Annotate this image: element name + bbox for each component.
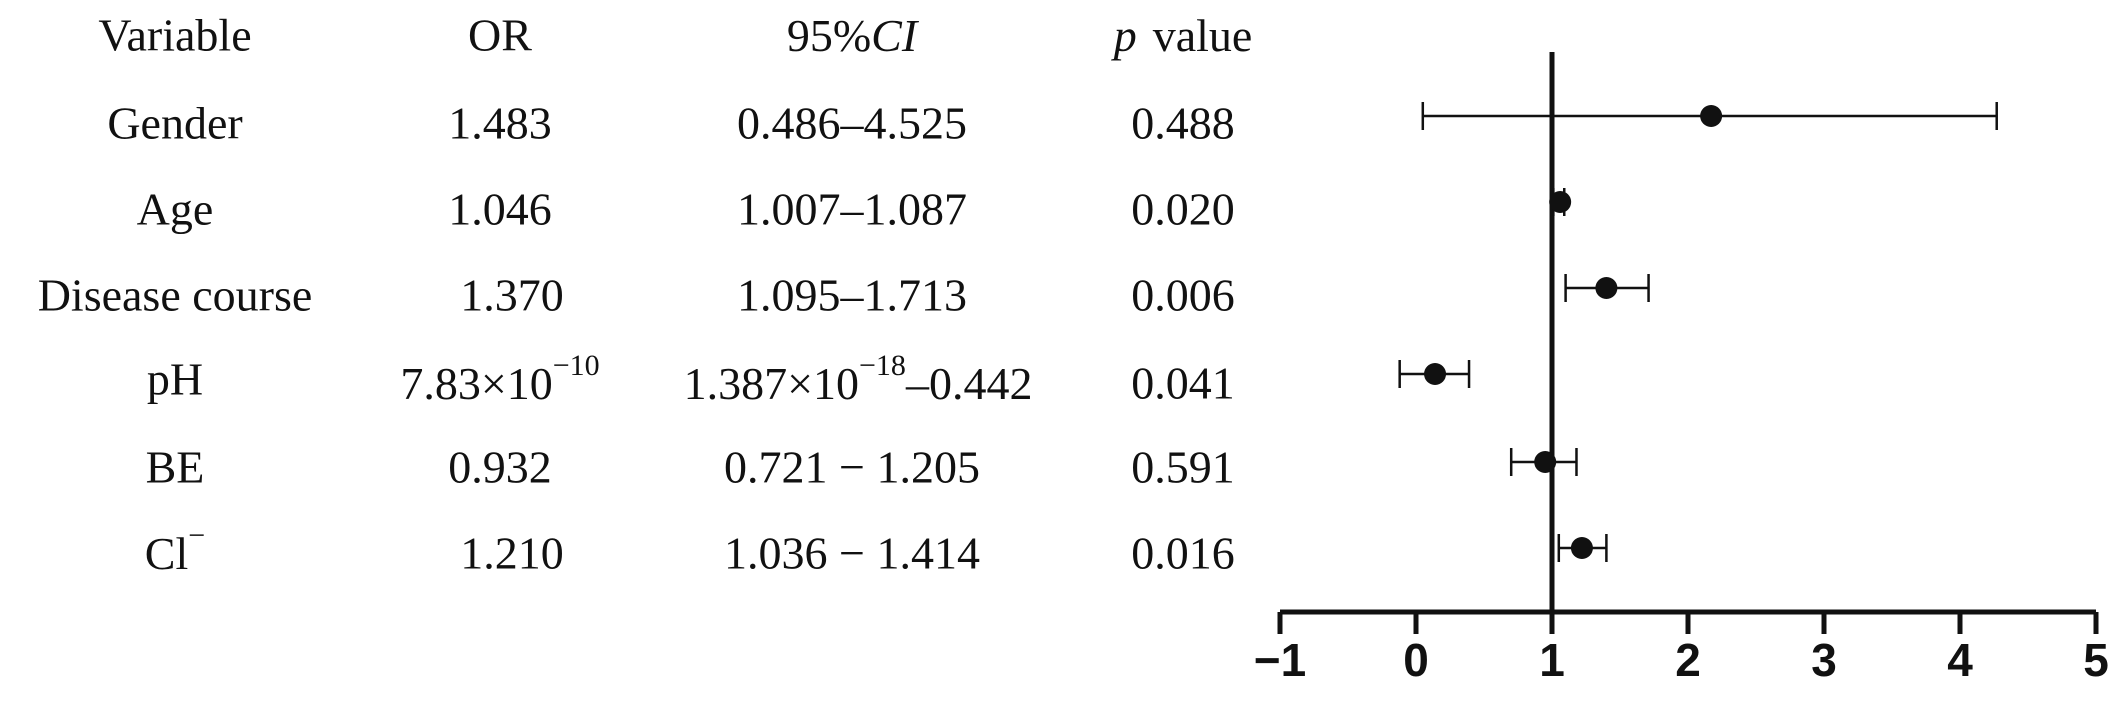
row-variable: pH bbox=[147, 354, 203, 405]
row-ci-exponent: −18 bbox=[859, 349, 906, 382]
row-or: 1.046 bbox=[448, 184, 552, 235]
table-row: Disease course 1.370 1.095–1.713 0.006 bbox=[38, 270, 1235, 321]
estimate-point bbox=[1424, 363, 1447, 385]
table-header: Variable OR 95%CI p value bbox=[98, 10, 1252, 61]
row-ci: 1.036 − 1.414 bbox=[724, 528, 980, 579]
header-ci-italic: CI bbox=[871, 10, 920, 61]
table-row: Gender 1.483 0.486–4.525 0.488 bbox=[107, 98, 1234, 149]
x-axis-tick-labels: −1 0 1 2 3 4 5 bbox=[1254, 634, 2109, 686]
forest-row-mark bbox=[1509, 448, 1578, 476]
row-ci-tail: –0.442 bbox=[905, 358, 1033, 409]
x-tick-label: 5 bbox=[2083, 634, 2109, 686]
x-tick-label: 4 bbox=[1947, 634, 1973, 686]
forest-marks bbox=[1398, 102, 1998, 562]
x-axis-ticks bbox=[1277, 612, 2099, 634]
x-tick-label: 0 bbox=[1403, 634, 1429, 686]
row-ci: 1.007–1.087 bbox=[737, 184, 967, 235]
row-ci: 0.721 − 1.205 bbox=[724, 442, 980, 493]
estimate-point bbox=[1700, 105, 1723, 127]
header-p-rest: value bbox=[1153, 10, 1253, 61]
row-ci: 1.095–1.713 bbox=[737, 270, 967, 321]
row-ci: 0.486–4.525 bbox=[737, 98, 967, 149]
table-row: pH 7.83×10−10 1.387×10−18–0.442 0.041 bbox=[147, 349, 1235, 409]
row-p: 0.020 bbox=[1131, 184, 1235, 235]
header-or: OR bbox=[468, 10, 532, 61]
forest-row-mark bbox=[1421, 102, 1998, 130]
estimate-point bbox=[1595, 277, 1618, 299]
x-tick-label: 2 bbox=[1675, 634, 1701, 686]
estimate-point bbox=[1534, 451, 1557, 473]
table-row: Age 1.046 1.007–1.087 0.020 bbox=[137, 184, 1235, 235]
row-p: 0.488 bbox=[1131, 98, 1235, 149]
x-tick-label: −1 bbox=[1254, 634, 1306, 686]
row-p: 0.006 bbox=[1131, 270, 1235, 321]
row-variable: Disease course bbox=[38, 270, 313, 321]
forest-row-mark bbox=[1549, 188, 1572, 216]
table-row: BE 0.932 0.721 − 1.205 0.591 bbox=[146, 442, 1235, 493]
row-or: 1.370 bbox=[460, 270, 564, 321]
row-or: 7.83×10−10 bbox=[400, 349, 599, 409]
forest-row-mark bbox=[1557, 534, 1608, 562]
forest-row-mark bbox=[1398, 360, 1471, 388]
estimate-point bbox=[1549, 191, 1572, 213]
forest-row-mark bbox=[1564, 274, 1650, 302]
header-ci-prefix: 95% bbox=[787, 10, 871, 61]
row-ci: 1.387×10−18–0.442 bbox=[684, 349, 1033, 409]
forest-plot-area: −1 0 1 2 3 4 5 bbox=[1254, 52, 2109, 686]
row-variable: BE bbox=[146, 442, 205, 493]
table-row: Cl− 1.210 1.036 − 1.414 0.016 bbox=[145, 519, 1235, 579]
row-variable: Age bbox=[137, 184, 214, 235]
row-or-base: 7.83×10 bbox=[400, 358, 552, 409]
row-p: 0.041 bbox=[1131, 358, 1235, 409]
row-variable-base: Cl bbox=[145, 528, 188, 579]
row-or: 1.210 bbox=[460, 528, 564, 579]
row-or: 1.483 bbox=[448, 98, 552, 149]
header-ci: 95%CI bbox=[787, 10, 920, 61]
row-variable: Gender bbox=[107, 98, 242, 149]
header-p-value: p value bbox=[1111, 10, 1253, 61]
row-ci-base: 1.387×10 bbox=[684, 358, 859, 409]
row-or-exponent: −10 bbox=[553, 349, 600, 382]
row-variable-superscript: − bbox=[188, 519, 205, 552]
x-tick-label: 3 bbox=[1811, 634, 1837, 686]
row-p: 0.591 bbox=[1131, 442, 1235, 493]
header-p-italic: p bbox=[1111, 10, 1137, 61]
row-p: 0.016 bbox=[1131, 528, 1235, 579]
header-variable: Variable bbox=[98, 10, 251, 61]
row-variable: Cl− bbox=[145, 519, 205, 579]
x-tick-label: 1 bbox=[1539, 634, 1565, 686]
estimate-point bbox=[1570, 537, 1593, 559]
row-or: 0.932 bbox=[448, 442, 552, 493]
